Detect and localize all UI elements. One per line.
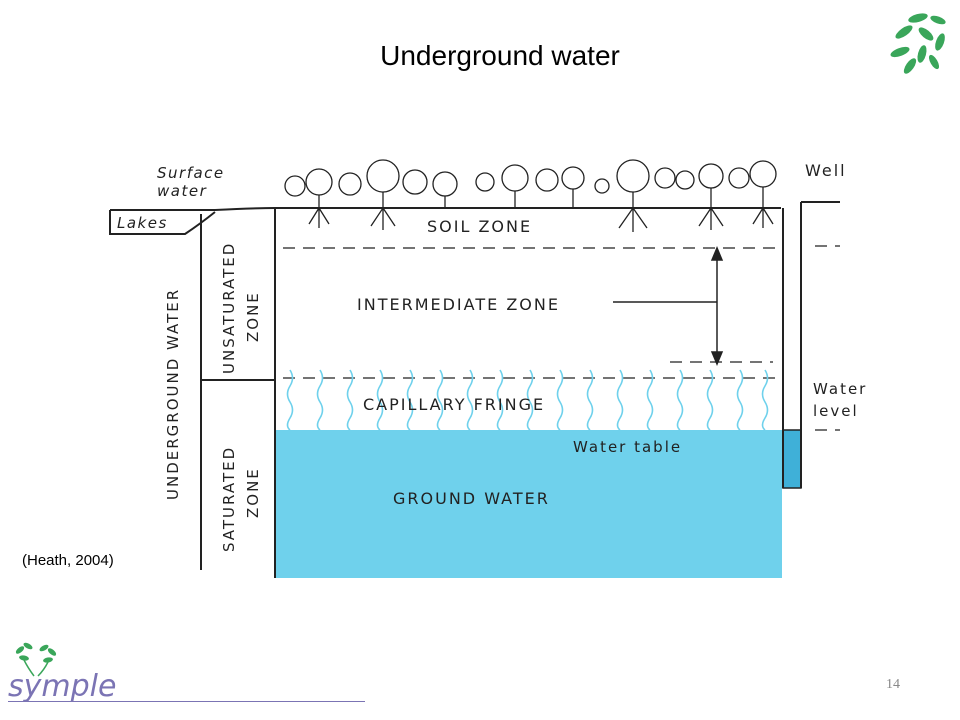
capillary-fringe-label: CAPILLARY FRINGE	[363, 395, 545, 414]
leaf-logo-icon	[890, 13, 946, 74]
capillary-squiggles	[286, 369, 769, 431]
surface-water-label-1: Surface	[157, 164, 225, 182]
ground-surface-line	[110, 207, 781, 211]
ground-water-area	[275, 430, 782, 578]
well-water	[782, 429, 802, 489]
symple-logo-icon: symple	[8, 642, 116, 704]
groundwater-zones-diagram: Surface water Lakes Well SOIL ZONE INTER…	[109, 159, 867, 578]
brand-divider	[8, 701, 365, 702]
trees-row	[284, 159, 777, 197]
lakes-label: Lakes	[117, 214, 168, 232]
well-label: Well	[805, 161, 847, 180]
brand-name: symple	[8, 669, 116, 704]
citation-text: (Heath, 2004)	[22, 552, 114, 569]
surface-water-label-2: water	[157, 182, 207, 200]
intermediate-zone-label: INTERMEDIATE ZONE	[357, 295, 560, 314]
water-table-label: Water table	[573, 438, 682, 456]
page-number: 14	[886, 677, 900, 692]
water-level-label-1: Water	[813, 380, 867, 398]
saturated-label-2: ZONE	[244, 467, 262, 518]
unsaturated-label-1: UNSATURATED	[220, 242, 238, 374]
ground-water-label: GROUND WATER	[393, 489, 550, 508]
saturated-label-1: SATURATED	[220, 446, 238, 552]
soil-zone-label: SOIL ZONE	[427, 217, 532, 236]
water-level-label-2: level	[813, 402, 859, 420]
unsaturated-label-2: ZONE	[244, 291, 262, 342]
underground-water-label: UNDERGROUND WATER	[164, 288, 182, 500]
slide-title: Underground water	[380, 40, 620, 71]
lake-outline	[109, 210, 216, 235]
